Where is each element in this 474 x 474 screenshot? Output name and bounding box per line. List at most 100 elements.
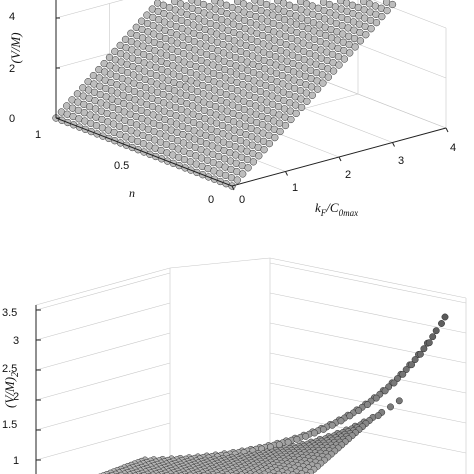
bottom-data-point bbox=[302, 432, 310, 440]
bottom-grid-top bbox=[169, 257, 271, 269]
top-n-tick-1: 1 bbox=[35, 129, 41, 141]
bottom-data-point bbox=[402, 366, 410, 374]
chart-bottom: 3.5 3 2.5 2 1.5 1 (V/M)2 bbox=[2, 257, 467, 474]
bottom-z-label: (V/M)2 bbox=[2, 372, 21, 408]
bottom-grid-z bbox=[35, 272, 171, 311]
svg-text:(V/M): (V/M) bbox=[8, 32, 23, 63]
bottom-grid-z bbox=[35, 422, 171, 461]
top-data-point bbox=[271, 133, 279, 142]
top-data-point bbox=[329, 67, 338, 75]
top-n-tick-05: 0.5 bbox=[114, 160, 129, 172]
bottom-data-point bbox=[293, 435, 301, 443]
svg-text:(V/M)2: (V/M)2 bbox=[2, 372, 21, 408]
top-z-label: (V/M) bbox=[8, 32, 23, 63]
top-k-tick-0: 0 bbox=[239, 194, 245, 206]
bottom-data-point bbox=[374, 412, 382, 420]
top-k-tickmark bbox=[285, 171, 288, 176]
bottom-grid-z bbox=[269, 262, 467, 304]
bottom-data-point bbox=[390, 379, 398, 387]
top-data-point bbox=[388, 0, 397, 9]
top-k-tick-3: 3 bbox=[398, 155, 404, 167]
chart-bottom-grid bbox=[35, 257, 467, 474]
bottom-grid-z bbox=[35, 332, 171, 371]
bottom-data-point bbox=[416, 350, 424, 358]
top-data-point bbox=[308, 91, 316, 99]
bottom-data-point bbox=[372, 394, 380, 402]
bottom-z-tick-15: 1.5 bbox=[2, 419, 17, 431]
top-data-point bbox=[313, 85, 322, 93]
top-data-point bbox=[367, 25, 375, 33]
bottom-data-point bbox=[337, 417, 345, 425]
top-data-point bbox=[281, 121, 290, 130]
top-data-point bbox=[340, 55, 349, 63]
top-k-tick-1: 1 bbox=[292, 182, 298, 194]
bottom-data-point bbox=[425, 339, 433, 347]
bottom-grid-z bbox=[269, 292, 467, 334]
top-grid-back-z bbox=[55, 0, 124, 19]
chart-bottom-points bbox=[98, 313, 449, 474]
top-data-point bbox=[335, 61, 343, 69]
bottom-data-point bbox=[411, 356, 419, 364]
top-data-point bbox=[265, 139, 274, 148]
bottom-data-point bbox=[395, 397, 403, 405]
bottom-grid-top bbox=[35, 267, 171, 306]
bottom-data-point bbox=[319, 425, 327, 433]
top-z-tick-4: 4 bbox=[9, 11, 15, 23]
bottom-grid-z bbox=[269, 352, 467, 394]
top-data-point bbox=[249, 158, 258, 166]
bottom-data-point bbox=[149, 471, 157, 474]
bottom-z-tick-25: 2.5 bbox=[2, 363, 17, 375]
top-grid-side-z bbox=[269, 9, 447, 79]
top-data-point bbox=[233, 176, 241, 184]
bottom-data-point bbox=[441, 313, 449, 321]
top-n-label: n bbox=[129, 186, 135, 200]
top-data-point bbox=[244, 164, 252, 172]
bottom-data-point bbox=[346, 412, 354, 420]
top-data-point bbox=[346, 49, 354, 57]
bottom-data-point bbox=[238, 471, 245, 474]
bottom-data-point bbox=[289, 471, 297, 474]
bottom-data-point bbox=[172, 471, 180, 474]
top-k-tickmark bbox=[445, 127, 449, 133]
bottom-data-point bbox=[311, 429, 318, 437]
top-data-point bbox=[287, 115, 295, 124]
bottom-data-point bbox=[381, 387, 389, 395]
top-z-tick-0: 0 bbox=[9, 113, 15, 125]
top-data-point bbox=[276, 127, 284, 136]
bottom-z-tick-2: 2 bbox=[13, 391, 19, 403]
top-data-point bbox=[378, 12, 386, 21]
bottom-data-point bbox=[284, 438, 292, 446]
bottom-data-point bbox=[408, 361, 416, 369]
bottom-z-tick-3: 3 bbox=[13, 335, 19, 347]
bottom-grid-z bbox=[269, 322, 467, 364]
bottom-data-point bbox=[438, 320, 445, 327]
bottom-data-point bbox=[387, 403, 394, 411]
bottom-data-point bbox=[429, 333, 437, 341]
top-grid-side-z bbox=[372, 0, 447, 29]
chart-top-points bbox=[52, 0, 397, 190]
bottom-data-point bbox=[420, 345, 428, 353]
top-data-point bbox=[303, 97, 311, 105]
top-data-point bbox=[251, 0, 259, 4]
bottom-data-point bbox=[252, 471, 260, 474]
top-n-axis bbox=[55, 117, 233, 187]
top-data-point bbox=[319, 79, 327, 87]
bottom-grid-z bbox=[35, 392, 171, 431]
top-data-point bbox=[292, 109, 300, 118]
bottom-grid-z bbox=[35, 362, 171, 401]
top-data-point bbox=[356, 37, 365, 45]
bottom-data-point bbox=[328, 421, 336, 429]
top-n-tick-0: 0 bbox=[208, 194, 214, 206]
top-data-point bbox=[297, 103, 306, 112]
chart-top: 0 2 4 (V/M) 1 0.5 0 n 0 1 2 3 4 kF/C0max bbox=[8, 0, 456, 218]
bottom-grid-z bbox=[35, 302, 171, 341]
bottom-z-tick-35: 3.5 bbox=[2, 307, 17, 319]
bottom-data-point bbox=[275, 470, 283, 474]
bottom-z-tick-1: 1 bbox=[13, 455, 19, 467]
bottom-data-point bbox=[432, 327, 440, 335]
top-k-tick-2: 2 bbox=[345, 169, 351, 181]
top-data-point bbox=[372, 18, 381, 27]
top-data-point bbox=[188, 0, 196, 4]
top-data-point bbox=[362, 31, 370, 39]
